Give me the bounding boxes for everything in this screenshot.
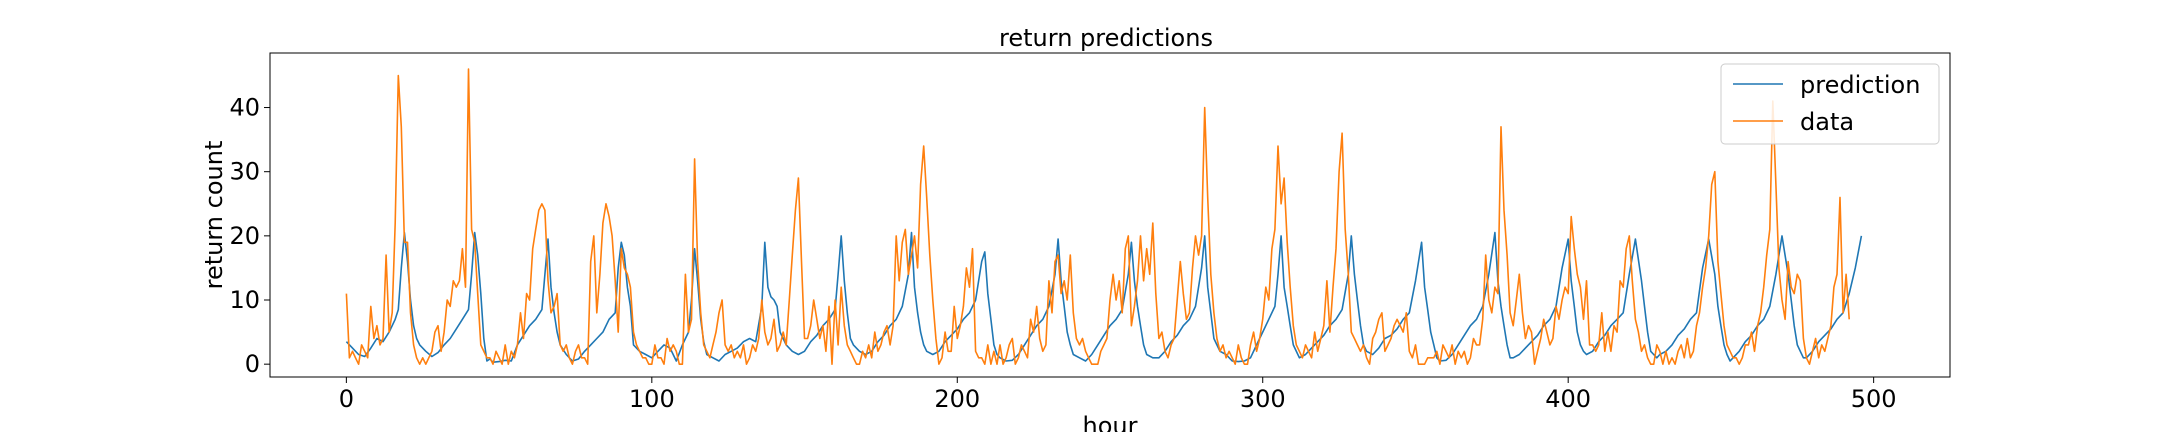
x-tick-label: 200 — [934, 385, 980, 413]
x-tick-label: 500 — [1851, 385, 1897, 413]
series-layer — [345, 68, 1863, 366]
legend-label-prediction: prediction — [1800, 71, 1920, 99]
series-line-data — [345, 68, 1850, 366]
series-line-prediction — [345, 231, 1863, 364]
chart-title: return predictions — [999, 24, 1213, 52]
y-tick-label: 40 — [229, 94, 260, 122]
y-tick-label: 30 — [229, 158, 260, 186]
legend-label-data: data — [1800, 108, 1854, 136]
y-tick-label: 0 — [245, 350, 260, 378]
x-tick-label: 300 — [1240, 385, 1286, 413]
x-tick-label: 400 — [1545, 385, 1591, 413]
y-tick-label: 20 — [229, 222, 260, 250]
y-axis: 0 10 20 30 40 — [229, 94, 270, 378]
plot-area-frame — [269, 52, 1951, 378]
y-axis-label: return count — [200, 141, 228, 290]
x-tick-label: 0 — [339, 385, 354, 413]
y-tick-label: 10 — [229, 286, 260, 314]
x-tick-label: 100 — [629, 385, 675, 413]
legend: prediction data — [1720, 63, 1940, 145]
x-axis: 0 100 200 300 400 500 — [339, 377, 1897, 413]
x-axis-label: hour — [1083, 412, 1138, 432]
